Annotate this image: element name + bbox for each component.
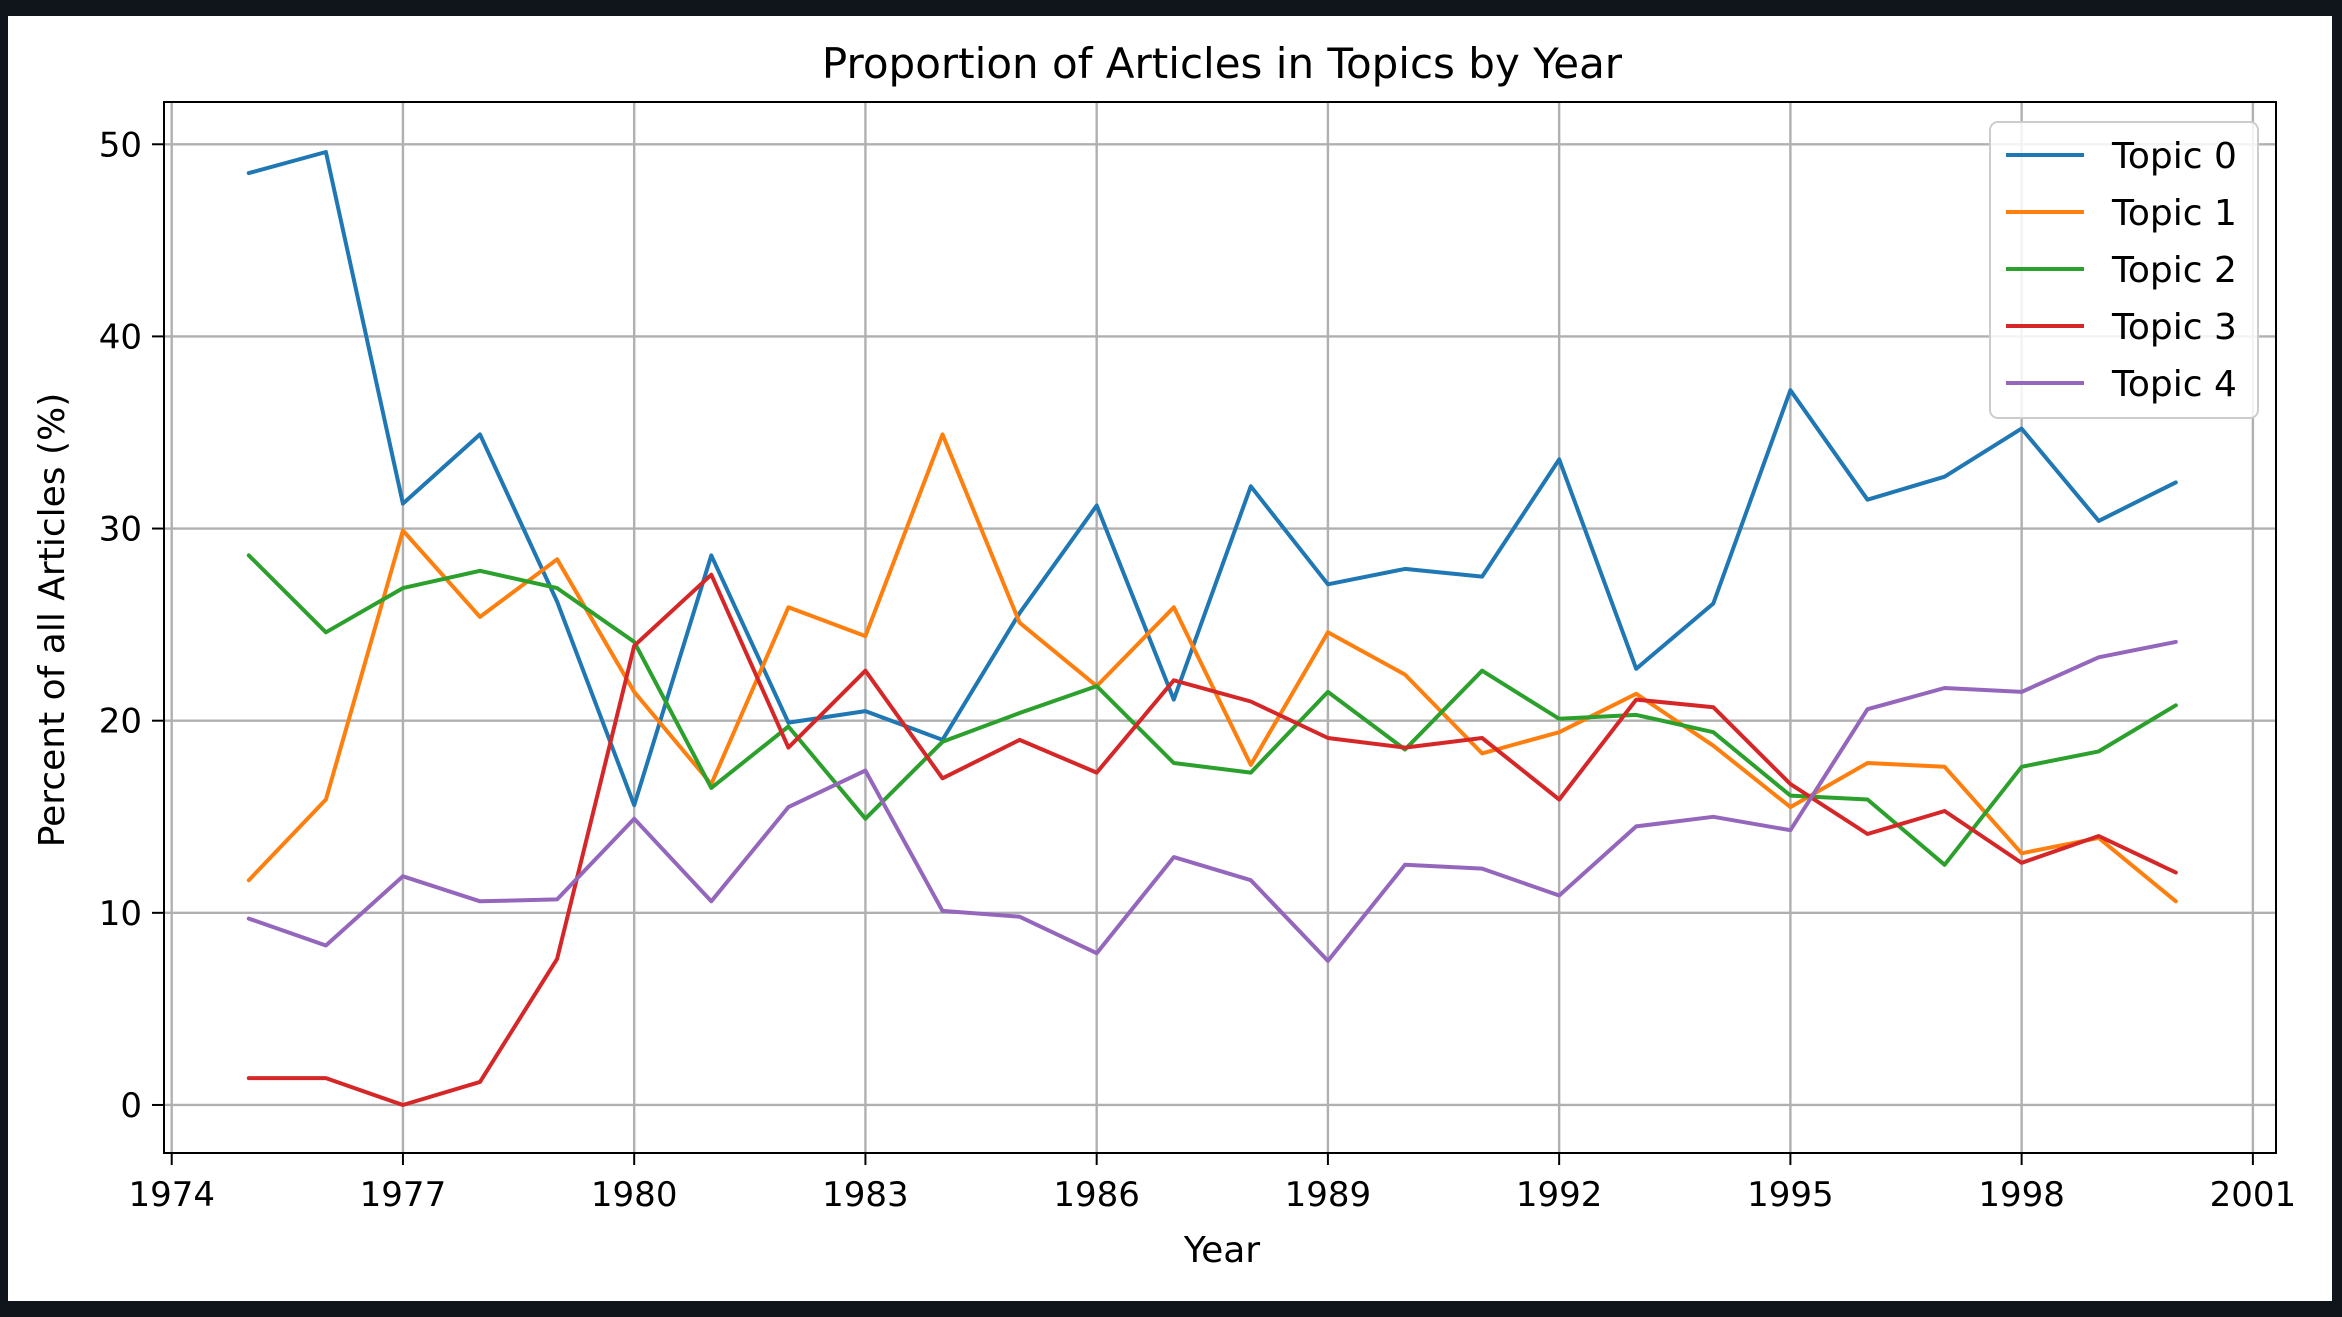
series-line-topic-3 <box>246 572 2178 1107</box>
x-tick-label: 1980 <box>591 1175 678 1215</box>
y-tick-label: 40 <box>99 317 142 357</box>
x-tick-label: 1983 <box>822 1175 909 1215</box>
y-tick-label: 10 <box>99 894 142 934</box>
x-tick-label: 1992 <box>1516 1175 1603 1215</box>
series-line-topic-0 <box>246 150 2178 808</box>
x-axis-label: Year <box>1183 1230 1260 1271</box>
chart-title: Proportion of Articles in Topics by Year <box>822 39 1623 88</box>
figure-background <box>8 16 2332 1301</box>
x-tick-label: 1974 <box>128 1175 215 1215</box>
legend-label-topic-2: Topic 2 <box>2111 250 2237 291</box>
y-tick-label: 20 <box>99 702 142 742</box>
x-axis-ticks: 1974 1977 1980 1983 1986 1989 1992 1995 1998 2001 <box>128 1153 2296 1215</box>
y-axis-ticks: 0 10 20 30 40 50 <box>99 125 164 1126</box>
x-tick-label: 1977 <box>360 1175 447 1215</box>
x-tick-label: 1989 <box>1285 1175 1372 1215</box>
y-tick-label: 50 <box>99 125 142 165</box>
y-tick-label: 30 <box>99 510 142 550</box>
series-lines <box>246 150 2178 1107</box>
x-tick-label: 1995 <box>1747 1175 1834 1215</box>
series-line-topic-4 <box>246 639 2178 963</box>
plot-frame <box>163 101 2277 1154</box>
y-tick-label: 0 <box>120 1086 142 1126</box>
legend: Topic 0 Topic 1 Topic 2 Topic 3 Topic 4 <box>1989 121 2259 419</box>
legend-label-topic-0: Topic 0 <box>2111 136 2237 177</box>
x-tick-label: 1986 <box>1053 1175 1140 1215</box>
y-gridlines <box>164 143 2276 1107</box>
legend-label-topic-3: Topic 3 <box>2111 307 2237 348</box>
x-tick-label: 1998 <box>1978 1175 2065 1215</box>
series-line-topic-1 <box>246 432 2178 904</box>
legend-label-topic-4: Topic 4 <box>2111 364 2237 405</box>
legend-label-topic-1: Topic 1 <box>2111 193 2237 234</box>
x-gridlines <box>170 102 2255 1153</box>
x-tick-label: 2001 <box>2210 1175 2297 1215</box>
series-line-topic-2 <box>246 553 2178 867</box>
legend-box <box>1989 121 2259 419</box>
y-axis-label: Percent of all Articles (%) <box>32 393 73 848</box>
